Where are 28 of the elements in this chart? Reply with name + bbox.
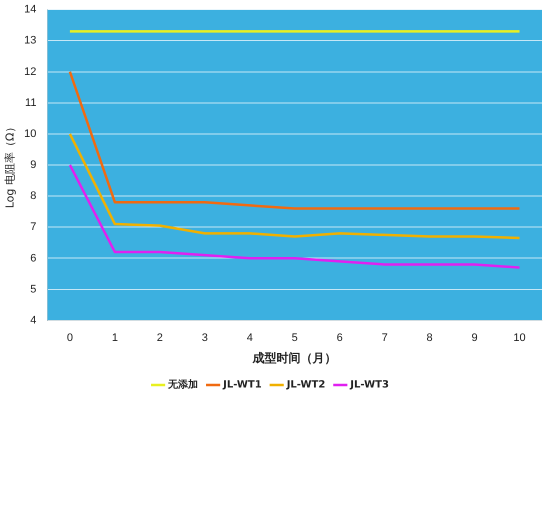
x-tick-label: 5 xyxy=(292,332,298,344)
y-tick-label: 6 xyxy=(30,252,36,264)
y-tick-label: 4 xyxy=(30,314,36,326)
y-tick-label: 11 xyxy=(25,96,36,109)
y-tick-label: 10 xyxy=(24,128,36,140)
y-tick-label: 12 xyxy=(24,66,36,78)
y-tick-label: 7 xyxy=(30,221,36,234)
x-tick-label: 9 xyxy=(471,332,478,344)
y-tick-label: 9 xyxy=(30,159,36,172)
y-tick-label: 5 xyxy=(30,283,36,296)
x-tick-label: 3 xyxy=(202,332,208,344)
y-tick-label: 14 xyxy=(24,4,36,16)
x-axis-title: 成型时间（月） xyxy=(252,350,337,365)
y-axis-title: Log 电阻率（Ω） xyxy=(3,122,16,208)
x-tick-label: 2 xyxy=(156,332,163,344)
x-tick-label: 8 xyxy=(426,332,433,344)
x-tick-label: 0 xyxy=(66,332,73,344)
x-tick-label: 4 xyxy=(246,332,253,344)
x-tick-label: 6 xyxy=(336,332,343,344)
legend-label: 无添加 xyxy=(167,378,198,391)
y-tick-label: 13 xyxy=(24,34,36,47)
x-tick-label: 1 xyxy=(112,332,118,344)
x-tick-label: 7 xyxy=(382,332,388,344)
x-tick-label: 10 xyxy=(513,332,526,344)
legend-label: JL-WT2 xyxy=(286,380,326,391)
y-tick-label: 8 xyxy=(30,190,36,202)
legend-label: JL-WT3 xyxy=(349,380,389,391)
legend-label: JL-WT1 xyxy=(222,380,262,391)
